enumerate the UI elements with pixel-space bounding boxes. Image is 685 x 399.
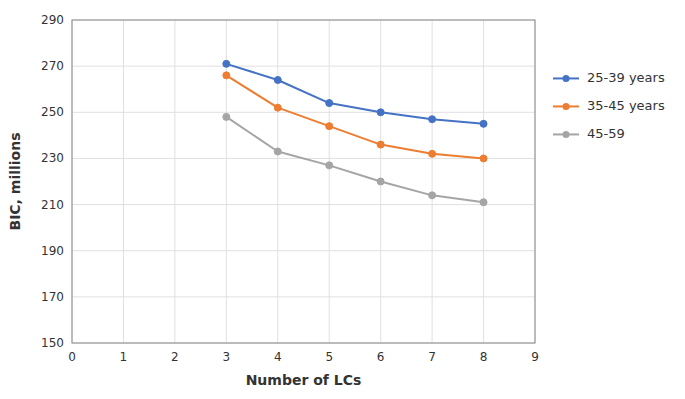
legend-label: 45-59 bbox=[587, 126, 625, 141]
y-grid-line bbox=[72, 296, 535, 297]
series-point bbox=[326, 162, 333, 169]
x-tick-label: 9 bbox=[531, 350, 539, 364]
series-group bbox=[223, 60, 487, 205]
legend-label: 35-45 years bbox=[587, 98, 665, 113]
y-tick-label: 230 bbox=[41, 151, 64, 165]
y-grid-line bbox=[72, 66, 535, 67]
legend-marker bbox=[563, 131, 570, 138]
series-point bbox=[377, 141, 384, 148]
legend: 25-39 years 35-45 years 45-59 bbox=[553, 70, 665, 141]
x-grid-line bbox=[123, 20, 124, 343]
y-tick-label: 170 bbox=[41, 290, 64, 304]
y-tick-label: 150 bbox=[41, 336, 64, 350]
y-tick-label: 270 bbox=[41, 59, 64, 73]
plot-frame bbox=[72, 20, 535, 343]
series-point bbox=[326, 123, 333, 130]
y-axis-label: BIC, millions bbox=[7, 132, 23, 230]
x-grid-line bbox=[226, 20, 227, 343]
series-line bbox=[226, 75, 483, 158]
x-tick-label: 5 bbox=[325, 350, 333, 364]
series-point bbox=[274, 104, 281, 111]
series-line bbox=[226, 64, 483, 124]
series-point bbox=[326, 100, 333, 107]
legend-label: 25-39 years bbox=[587, 70, 665, 85]
x-tick-label: 0 bbox=[68, 350, 76, 364]
series-point bbox=[274, 148, 281, 155]
series-point bbox=[223, 72, 230, 79]
legend-marker bbox=[563, 103, 570, 110]
x-grid-line bbox=[329, 20, 330, 343]
y-grid-line bbox=[72, 250, 535, 251]
series-point bbox=[429, 116, 436, 123]
chart-svg: 0 1 2 3 4 5 6 7 8 9 150 170 190 210 230 250 270 290 Number… bbox=[0, 0, 685, 399]
y-grid-line bbox=[72, 204, 535, 205]
y-tick-label: 290 bbox=[41, 13, 64, 27]
x-tick-label: 7 bbox=[428, 350, 436, 364]
y-tick-label: 190 bbox=[41, 244, 64, 258]
x-tick-label: 3 bbox=[223, 350, 231, 364]
y-tick-label: 210 bbox=[41, 198, 64, 212]
series-point bbox=[377, 178, 384, 185]
x-tick-label: 1 bbox=[120, 350, 128, 364]
series-point bbox=[480, 199, 487, 206]
x-grid-line bbox=[432, 20, 433, 343]
series-point bbox=[223, 60, 230, 67]
y-grid-line bbox=[72, 112, 535, 113]
series-point bbox=[429, 192, 436, 199]
x-tick-label: 8 bbox=[480, 350, 488, 364]
x-grid-line bbox=[277, 20, 278, 343]
x-axis-label: Number of LCs bbox=[246, 372, 362, 388]
x-grid-line bbox=[174, 20, 175, 343]
series-point bbox=[480, 155, 487, 162]
series-point bbox=[223, 113, 230, 120]
legend-marker bbox=[563, 75, 570, 82]
y-tick-label: 250 bbox=[41, 105, 64, 119]
x-tick-label: 2 bbox=[171, 350, 179, 364]
grid bbox=[72, 20, 535, 343]
series-point bbox=[429, 150, 436, 157]
chart-container: 0 1 2 3 4 5 6 7 8 9 150 170 190 210 230 250 270 290 Number… bbox=[0, 0, 685, 399]
series-point bbox=[377, 109, 384, 116]
series-line bbox=[226, 117, 483, 202]
x-tick-label: 4 bbox=[274, 350, 282, 364]
x-grid-line bbox=[483, 20, 484, 343]
x-tick-label: 6 bbox=[377, 350, 385, 364]
series-point bbox=[274, 76, 281, 83]
series-point bbox=[480, 120, 487, 127]
